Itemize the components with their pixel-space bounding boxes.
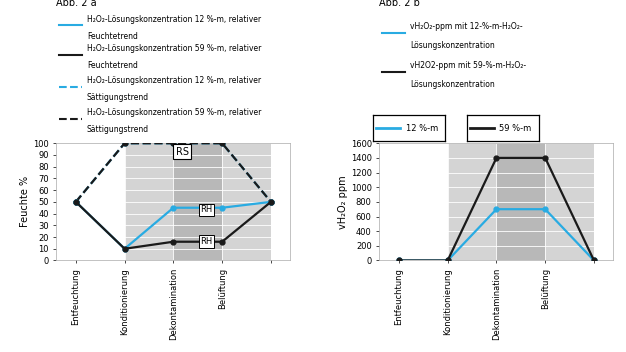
Text: Abb. 2 b: Abb. 2 b bbox=[379, 0, 420, 8]
Bar bbox=[173, 143, 222, 260]
Bar bbox=[448, 143, 496, 260]
Text: 59 %-m: 59 %-m bbox=[500, 124, 531, 133]
Text: RH: RH bbox=[200, 237, 212, 246]
Text: Lösungskonzentration: Lösungskonzentration bbox=[410, 80, 495, 89]
Text: H₂O₂-Lösungskonzentration 12 %-m, relativer: H₂O₂-Lösungskonzentration 12 %-m, relati… bbox=[87, 15, 261, 24]
Bar bbox=[496, 143, 545, 260]
Bar bbox=[125, 143, 173, 260]
Text: 12 %-m: 12 %-m bbox=[406, 124, 438, 133]
Text: vH2O2-ppm mit 59-%-m-H₂O₂-: vH2O2-ppm mit 59-%-m-H₂O₂- bbox=[410, 62, 526, 70]
Text: RS: RS bbox=[176, 147, 189, 157]
Text: H₂O₂-Lösungskonzentration 59 %-m, relativer: H₂O₂-Lösungskonzentration 59 %-m, relati… bbox=[87, 44, 261, 53]
Bar bbox=[545, 143, 594, 260]
Y-axis label: vH₂O₂ ppm: vH₂O₂ ppm bbox=[338, 175, 348, 229]
Bar bbox=[222, 143, 271, 260]
Text: Sättigungstrend: Sättigungstrend bbox=[87, 125, 149, 134]
Text: Feuchtetrend: Feuchtetrend bbox=[87, 62, 138, 70]
Text: H₂O₂-Lösungskonzentration 12 %-m, relativer: H₂O₂-Lösungskonzentration 12 %-m, relati… bbox=[87, 76, 261, 85]
Text: Abb. 2 a: Abb. 2 a bbox=[56, 0, 97, 8]
Text: H₂O₂-Lösungskonzentration 59 %-m, relativer: H₂O₂-Lösungskonzentration 59 %-m, relati… bbox=[87, 108, 261, 117]
Text: Sättigungstrend: Sättigungstrend bbox=[87, 93, 149, 102]
Text: RH: RH bbox=[200, 205, 212, 214]
Text: Lösungskonzentration: Lösungskonzentration bbox=[410, 40, 495, 50]
Y-axis label: Feuchte %: Feuchte % bbox=[20, 176, 30, 227]
Text: vH₂O₂-ppm mit 12-%-m-H₂O₂-: vH₂O₂-ppm mit 12-%-m-H₂O₂- bbox=[410, 22, 523, 31]
Text: Feuchtetrend: Feuchtetrend bbox=[87, 32, 138, 41]
